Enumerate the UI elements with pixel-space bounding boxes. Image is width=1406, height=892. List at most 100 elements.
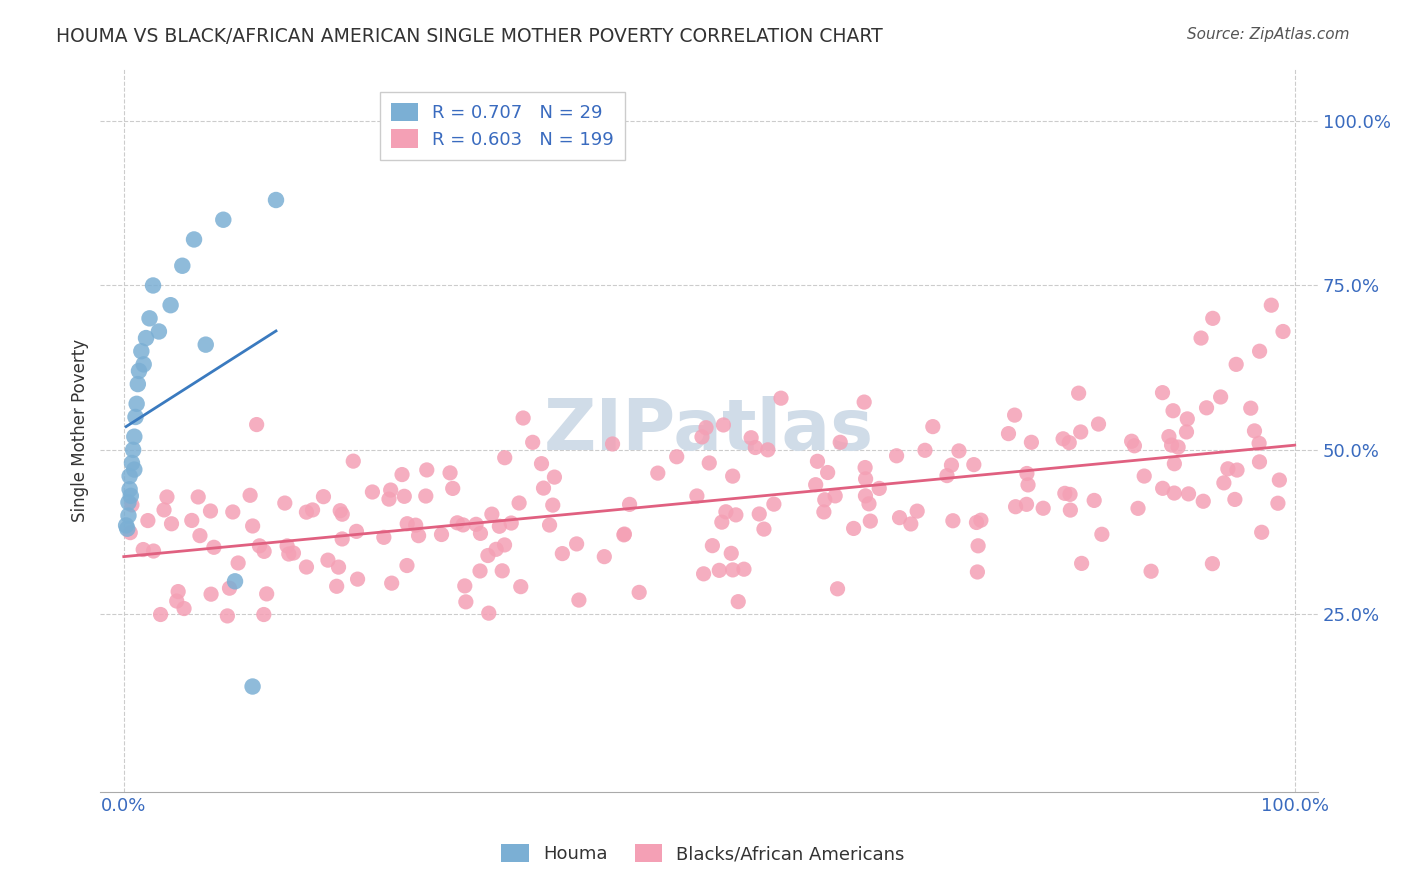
Point: [744, 441, 766, 455]
Point: [1240, 401, 1263, 416]
Point: [1161, 403, 1184, 417]
Point: [1249, 455, 1271, 469]
Point: [613, 528, 636, 542]
Point: [1226, 463, 1249, 477]
Point: [740, 431, 762, 445]
Point: [817, 466, 839, 480]
Point: [142, 544, 165, 558]
Point: [1249, 436, 1271, 450]
Point: [727, 595, 749, 609]
Point: [713, 417, 735, 432]
Legend: R = 0.707   N = 29, R = 0.603   N = 199: R = 0.707 N = 29, R = 0.603 N = 199: [380, 92, 624, 160]
Point: [889, 510, 911, 524]
Point: [686, 489, 709, 503]
Point: [256, 587, 278, 601]
Point: [131, 344, 153, 359]
Text: Source: ZipAtlas.com: Source: ZipAtlas.com: [1187, 27, 1350, 42]
Point: [217, 608, 239, 623]
Point: [1175, 412, 1198, 426]
Point: [454, 595, 477, 609]
Point: [488, 519, 510, 533]
Point: [187, 490, 209, 504]
Point: [136, 514, 159, 528]
Point: [1163, 457, 1185, 471]
Point: [512, 411, 534, 425]
Point: [824, 489, 846, 503]
Point: [1225, 357, 1247, 371]
Point: [346, 572, 368, 586]
Point: [756, 442, 779, 457]
Text: ZIPatlas: ZIPatlas: [544, 396, 875, 465]
Point: [1004, 500, 1026, 514]
Point: [1216, 462, 1239, 476]
Text: HOUMA VS BLACK/AFRICAN AMERICAN SINGLE MOTHER POVERTY CORRELATION CHART: HOUMA VS BLACK/AFRICAN AMERICAN SINGLE M…: [56, 27, 883, 45]
Point: [253, 544, 276, 558]
Point: [117, 508, 139, 523]
Point: [132, 357, 155, 371]
Point: [942, 514, 965, 528]
Point: [264, 193, 287, 207]
Point: [690, 430, 713, 444]
Point: [124, 430, 146, 444]
Point: [1126, 501, 1149, 516]
Point: [508, 496, 530, 510]
Point: [568, 593, 591, 607]
Point: [1004, 408, 1026, 422]
Point: [121, 456, 143, 470]
Point: [330, 507, 353, 521]
Point: [381, 576, 404, 591]
Point: [122, 442, 145, 457]
Point: [1177, 487, 1199, 501]
Point: [551, 547, 574, 561]
Point: [167, 584, 190, 599]
Point: [830, 435, 852, 450]
Point: [769, 391, 792, 405]
Point: [1192, 494, 1215, 508]
Point: [530, 457, 553, 471]
Point: [1157, 429, 1180, 443]
Point: [283, 546, 305, 560]
Point: [361, 485, 384, 500]
Point: [202, 541, 225, 555]
Point: [149, 607, 172, 622]
Point: [451, 517, 474, 532]
Point: [160, 516, 183, 531]
Point: [1021, 435, 1043, 450]
Point: [1052, 432, 1074, 446]
Point: [1015, 467, 1038, 481]
Point: [277, 547, 299, 561]
Point: [948, 444, 970, 458]
Point: [342, 454, 364, 468]
Point: [441, 482, 464, 496]
Point: [543, 470, 565, 484]
Point: [253, 607, 276, 622]
Point: [188, 529, 211, 543]
Point: [405, 518, 427, 533]
Point: [724, 508, 747, 522]
Point: [966, 565, 988, 579]
Point: [127, 377, 149, 392]
Point: [416, 463, 439, 477]
Point: [1067, 386, 1090, 401]
Point: [118, 469, 141, 483]
Point: [115, 518, 138, 533]
Legend: Houma, Blacks/African Americans: Houma, Blacks/African Americans: [491, 833, 915, 874]
Point: [454, 579, 477, 593]
Point: [522, 435, 544, 450]
Point: [665, 450, 688, 464]
Point: [148, 325, 170, 339]
Point: [963, 458, 986, 472]
Point: [172, 259, 194, 273]
Point: [921, 419, 943, 434]
Point: [1057, 435, 1080, 450]
Point: [1091, 527, 1114, 541]
Point: [222, 505, 245, 519]
Point: [274, 496, 297, 510]
Point: [180, 513, 202, 527]
Point: [118, 483, 141, 497]
Point: [628, 585, 651, 599]
Point: [394, 489, 416, 503]
Point: [1070, 425, 1092, 439]
Point: [806, 454, 828, 468]
Point: [709, 563, 731, 577]
